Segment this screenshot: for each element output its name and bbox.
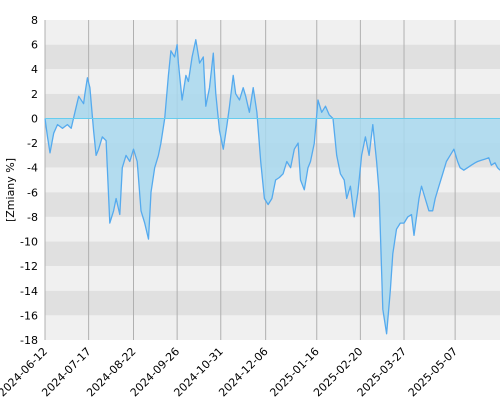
background-band [45,20,500,45]
y-tick-label: -12 [20,260,38,273]
y-tick-label: -18 [20,334,38,347]
area-layer [44,39,500,335]
y-tick-label: 0 [31,112,38,125]
background-band [45,241,500,267]
y-tick-label: -6 [27,186,38,199]
background-band [45,266,500,291]
y-tick-label: -4 [27,162,38,175]
background-band [45,216,500,242]
y-tick-label: -16 [20,309,38,322]
background-band [45,290,500,316]
area-fill [45,39,500,334]
background-band [45,69,500,94]
background-band [45,93,500,119]
y-tick-label: -10 [20,236,38,249]
y-tick-label: 8 [31,14,38,27]
y-tick-label: -8 [27,211,38,224]
y-tick-label: 4 [31,63,38,76]
x-axis-ticks: 2024-06-122024-07-172024-08-222024-09-26… [0,345,460,399]
background-band [45,44,500,70]
y-axis-ticks: 8 6 4 2 0 -2 -4 -6 -8 -10 -12 -14 -16 -18 [20,14,38,347]
background-band [45,315,500,340]
series-line [44,39,500,335]
y-tick-label: -14 [20,285,38,298]
y-axis-label: [Zmiany %] [4,158,17,222]
y-tick-label: 6 [31,39,38,52]
y-tick-label: -2 [27,137,38,150]
y-tick-label: 2 [31,88,38,101]
x-tick-label: 2025-05-07 [406,345,460,399]
